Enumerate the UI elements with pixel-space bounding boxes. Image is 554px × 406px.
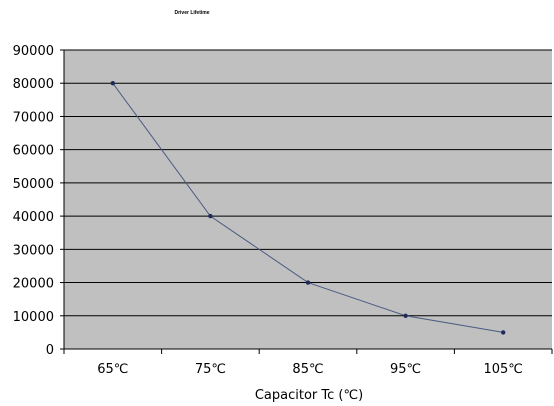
plot-area <box>64 50 552 349</box>
y-tick-label: 40000 <box>13 210 54 225</box>
data-point <box>305 280 311 285</box>
y-tick-label: 50000 <box>13 177 54 192</box>
y-tick-label: 80000 <box>13 77 54 92</box>
x-tick-labels: 65℃ 75℃ 85℃ 95℃ 105℃ <box>97 362 523 377</box>
y-tick-labels: 0 10000 20000 30000 40000 50000 60000 70000 8000… <box>13 44 54 358</box>
x-tick-label: 105℃ <box>483 362 522 377</box>
y-tick-label: 70000 <box>13 110 54 125</box>
chart-title: Driver Lifetime <box>174 10 209 16</box>
gridlines <box>60 49 552 350</box>
y-tick-label: 90000 <box>13 44 54 59</box>
x-tick-label: 65℃ <box>97 362 128 377</box>
y-tick-label: 60000 <box>13 144 54 159</box>
y-tick-label: 20000 <box>13 277 54 292</box>
data-point <box>110 81 116 86</box>
y-tick-label: 10000 <box>13 310 54 325</box>
data-point <box>208 213 213 219</box>
x-tick-label: 95℃ <box>390 362 421 377</box>
axes <box>63 50 553 354</box>
data-point <box>501 330 506 335</box>
x-axis-label: Capacitor Tc (℃) <box>255 388 363 403</box>
data-markers <box>110 81 506 335</box>
y-tick-label: 30000 <box>13 243 54 258</box>
x-tick-label: 75℃ <box>195 362 226 377</box>
y-tick-label: 0 <box>46 343 54 358</box>
x-tick-label: 85℃ <box>292 362 323 377</box>
data-point <box>403 313 408 318</box>
